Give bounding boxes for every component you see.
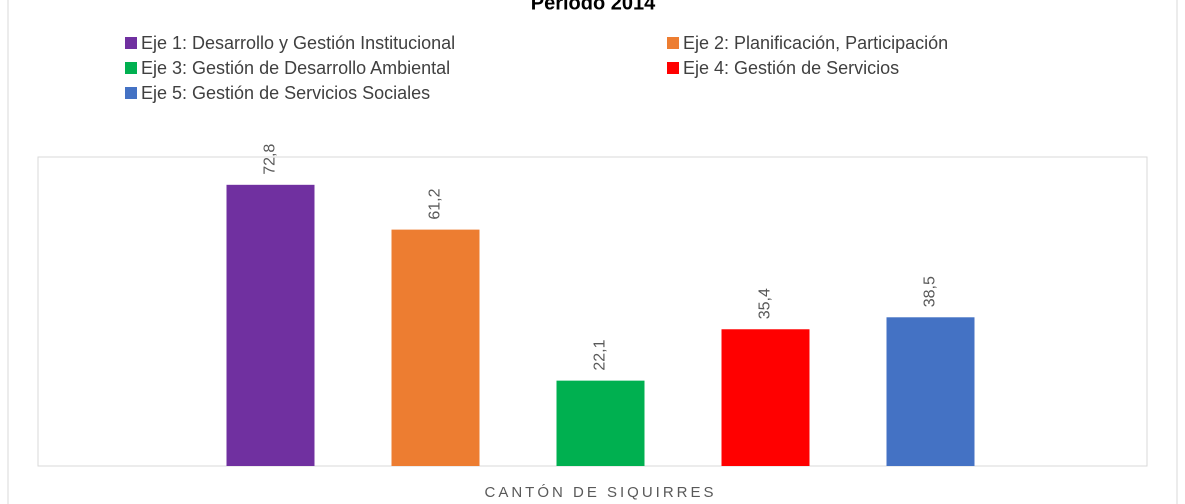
data-label: 38,5	[922, 276, 939, 307]
legend-label: Eje 2: Planificación, Participación	[683, 33, 948, 53]
data-label: 22,1	[592, 339, 609, 370]
bar	[226, 184, 315, 466]
legend-swatch	[125, 62, 137, 74]
chart-border	[7, 0, 1178, 504]
data-label: 61,2	[427, 188, 444, 219]
data-label: 35,4	[757, 288, 774, 319]
legend-swatch	[125, 87, 137, 99]
legend-label: Eje 4: Gestión de Servicios	[683, 58, 899, 78]
legend-swatch	[667, 62, 679, 74]
bar	[721, 329, 810, 466]
bar	[556, 380, 645, 466]
x-tick-label: CANTÓN DE SIQUIRRES	[484, 484, 716, 501]
legend-swatch	[667, 37, 679, 49]
legend-swatch	[125, 37, 137, 49]
legend-label: Eje 1: Desarrollo y Gestión Instituciona…	[141, 33, 455, 53]
legend-label: Eje 5: Gestión de Servicios Sociales	[141, 83, 430, 103]
data-label: 72,8	[262, 144, 279, 175]
bar	[886, 317, 975, 466]
chart-title: Periodo 2014	[531, 0, 656, 14]
legend-label: Eje 3: Gestión de Desarrollo Ambiental	[141, 58, 450, 78]
bar	[391, 229, 480, 466]
